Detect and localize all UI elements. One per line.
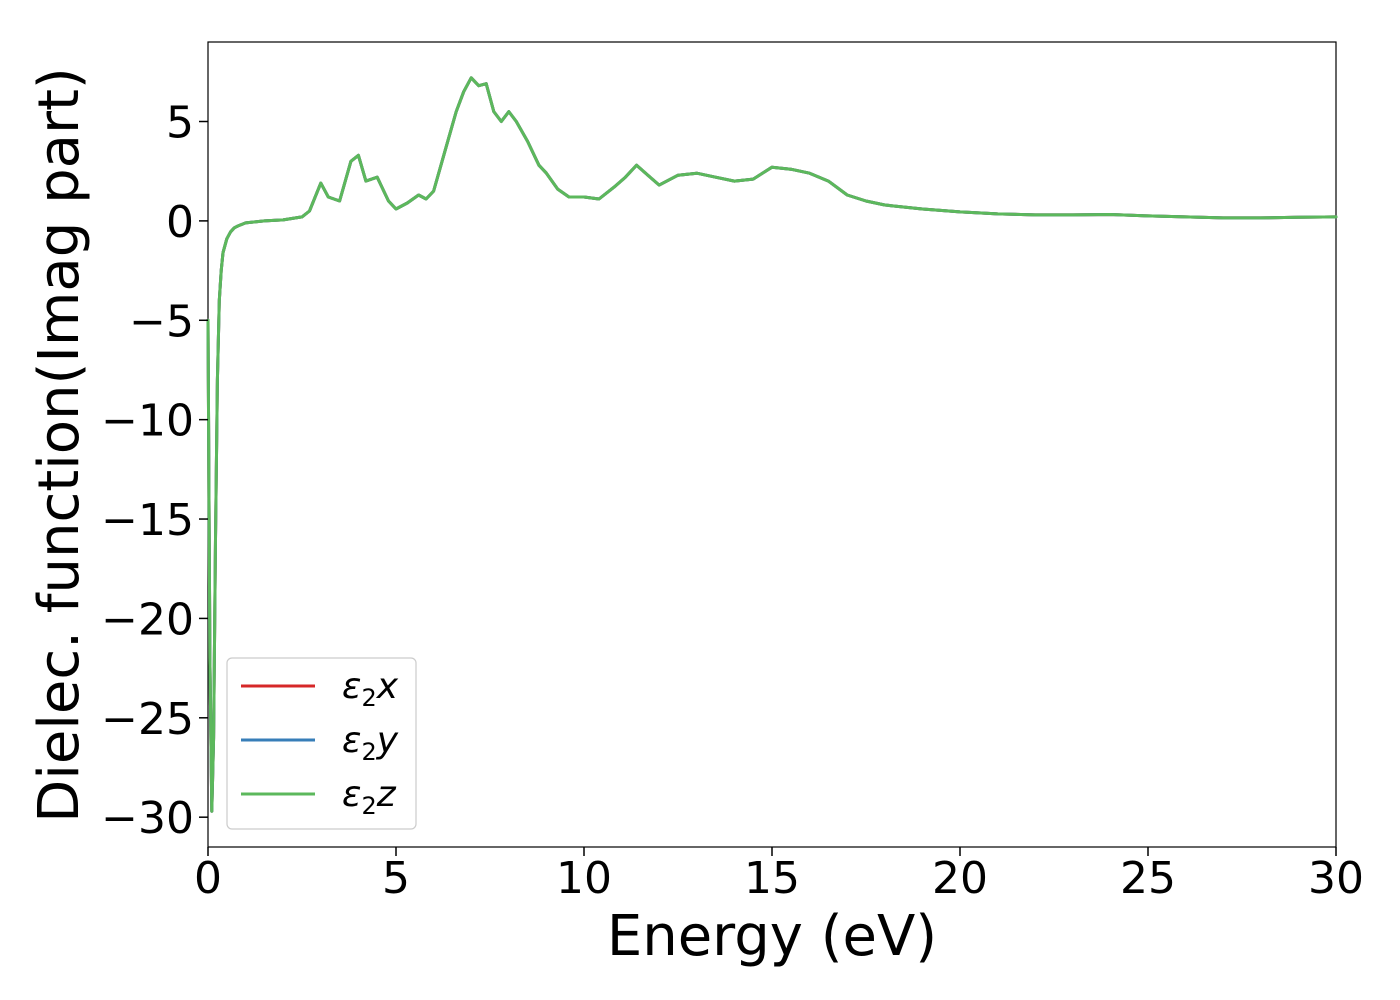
x-tick-label: 25 bbox=[1120, 853, 1176, 904]
y-tick-label: −20 bbox=[101, 594, 194, 645]
y-axis-label: Dielec. function(Imag part) bbox=[27, 67, 92, 823]
y-tick-label: −25 bbox=[101, 694, 194, 745]
x-axis-label: Energy (eV) bbox=[607, 904, 937, 969]
x-tick-label: 20 bbox=[932, 853, 988, 904]
y-tick-label: −10 bbox=[101, 396, 194, 447]
y-tick-label: −15 bbox=[101, 495, 194, 546]
x-tick-label: 30 bbox=[1308, 853, 1364, 904]
series-layer bbox=[206, 76, 1338, 813]
y-tick-label: −5 bbox=[129, 296, 194, 347]
y-tick-label: 5 bbox=[166, 98, 194, 149]
x-axis-ticks: 0 5 10 15 20 25 30 bbox=[194, 847, 1364, 904]
legend-label-1: ε2y bbox=[342, 720, 399, 766]
legend-entries: ε2x ε2y ε2z bbox=[241, 666, 399, 820]
y-tick-label: −30 bbox=[101, 793, 194, 844]
x-tick-label: 0 bbox=[194, 853, 222, 904]
series-line-2 bbox=[206, 76, 1338, 813]
x-tick-label: 15 bbox=[744, 853, 800, 904]
legend-label-0: ε2x bbox=[342, 666, 399, 712]
legend-box bbox=[226, 657, 417, 830]
y-axis-ticks: 5 0 −5 −10 −15 −20 −25 −30 bbox=[101, 98, 208, 844]
x-tick-label: 10 bbox=[556, 853, 612, 904]
legend-label-2: ε2z bbox=[342, 774, 397, 820]
y-tick-label: 0 bbox=[166, 197, 194, 248]
x-tick-label: 5 bbox=[382, 853, 410, 904]
legend: ε2x ε2y ε2z bbox=[226, 657, 417, 830]
